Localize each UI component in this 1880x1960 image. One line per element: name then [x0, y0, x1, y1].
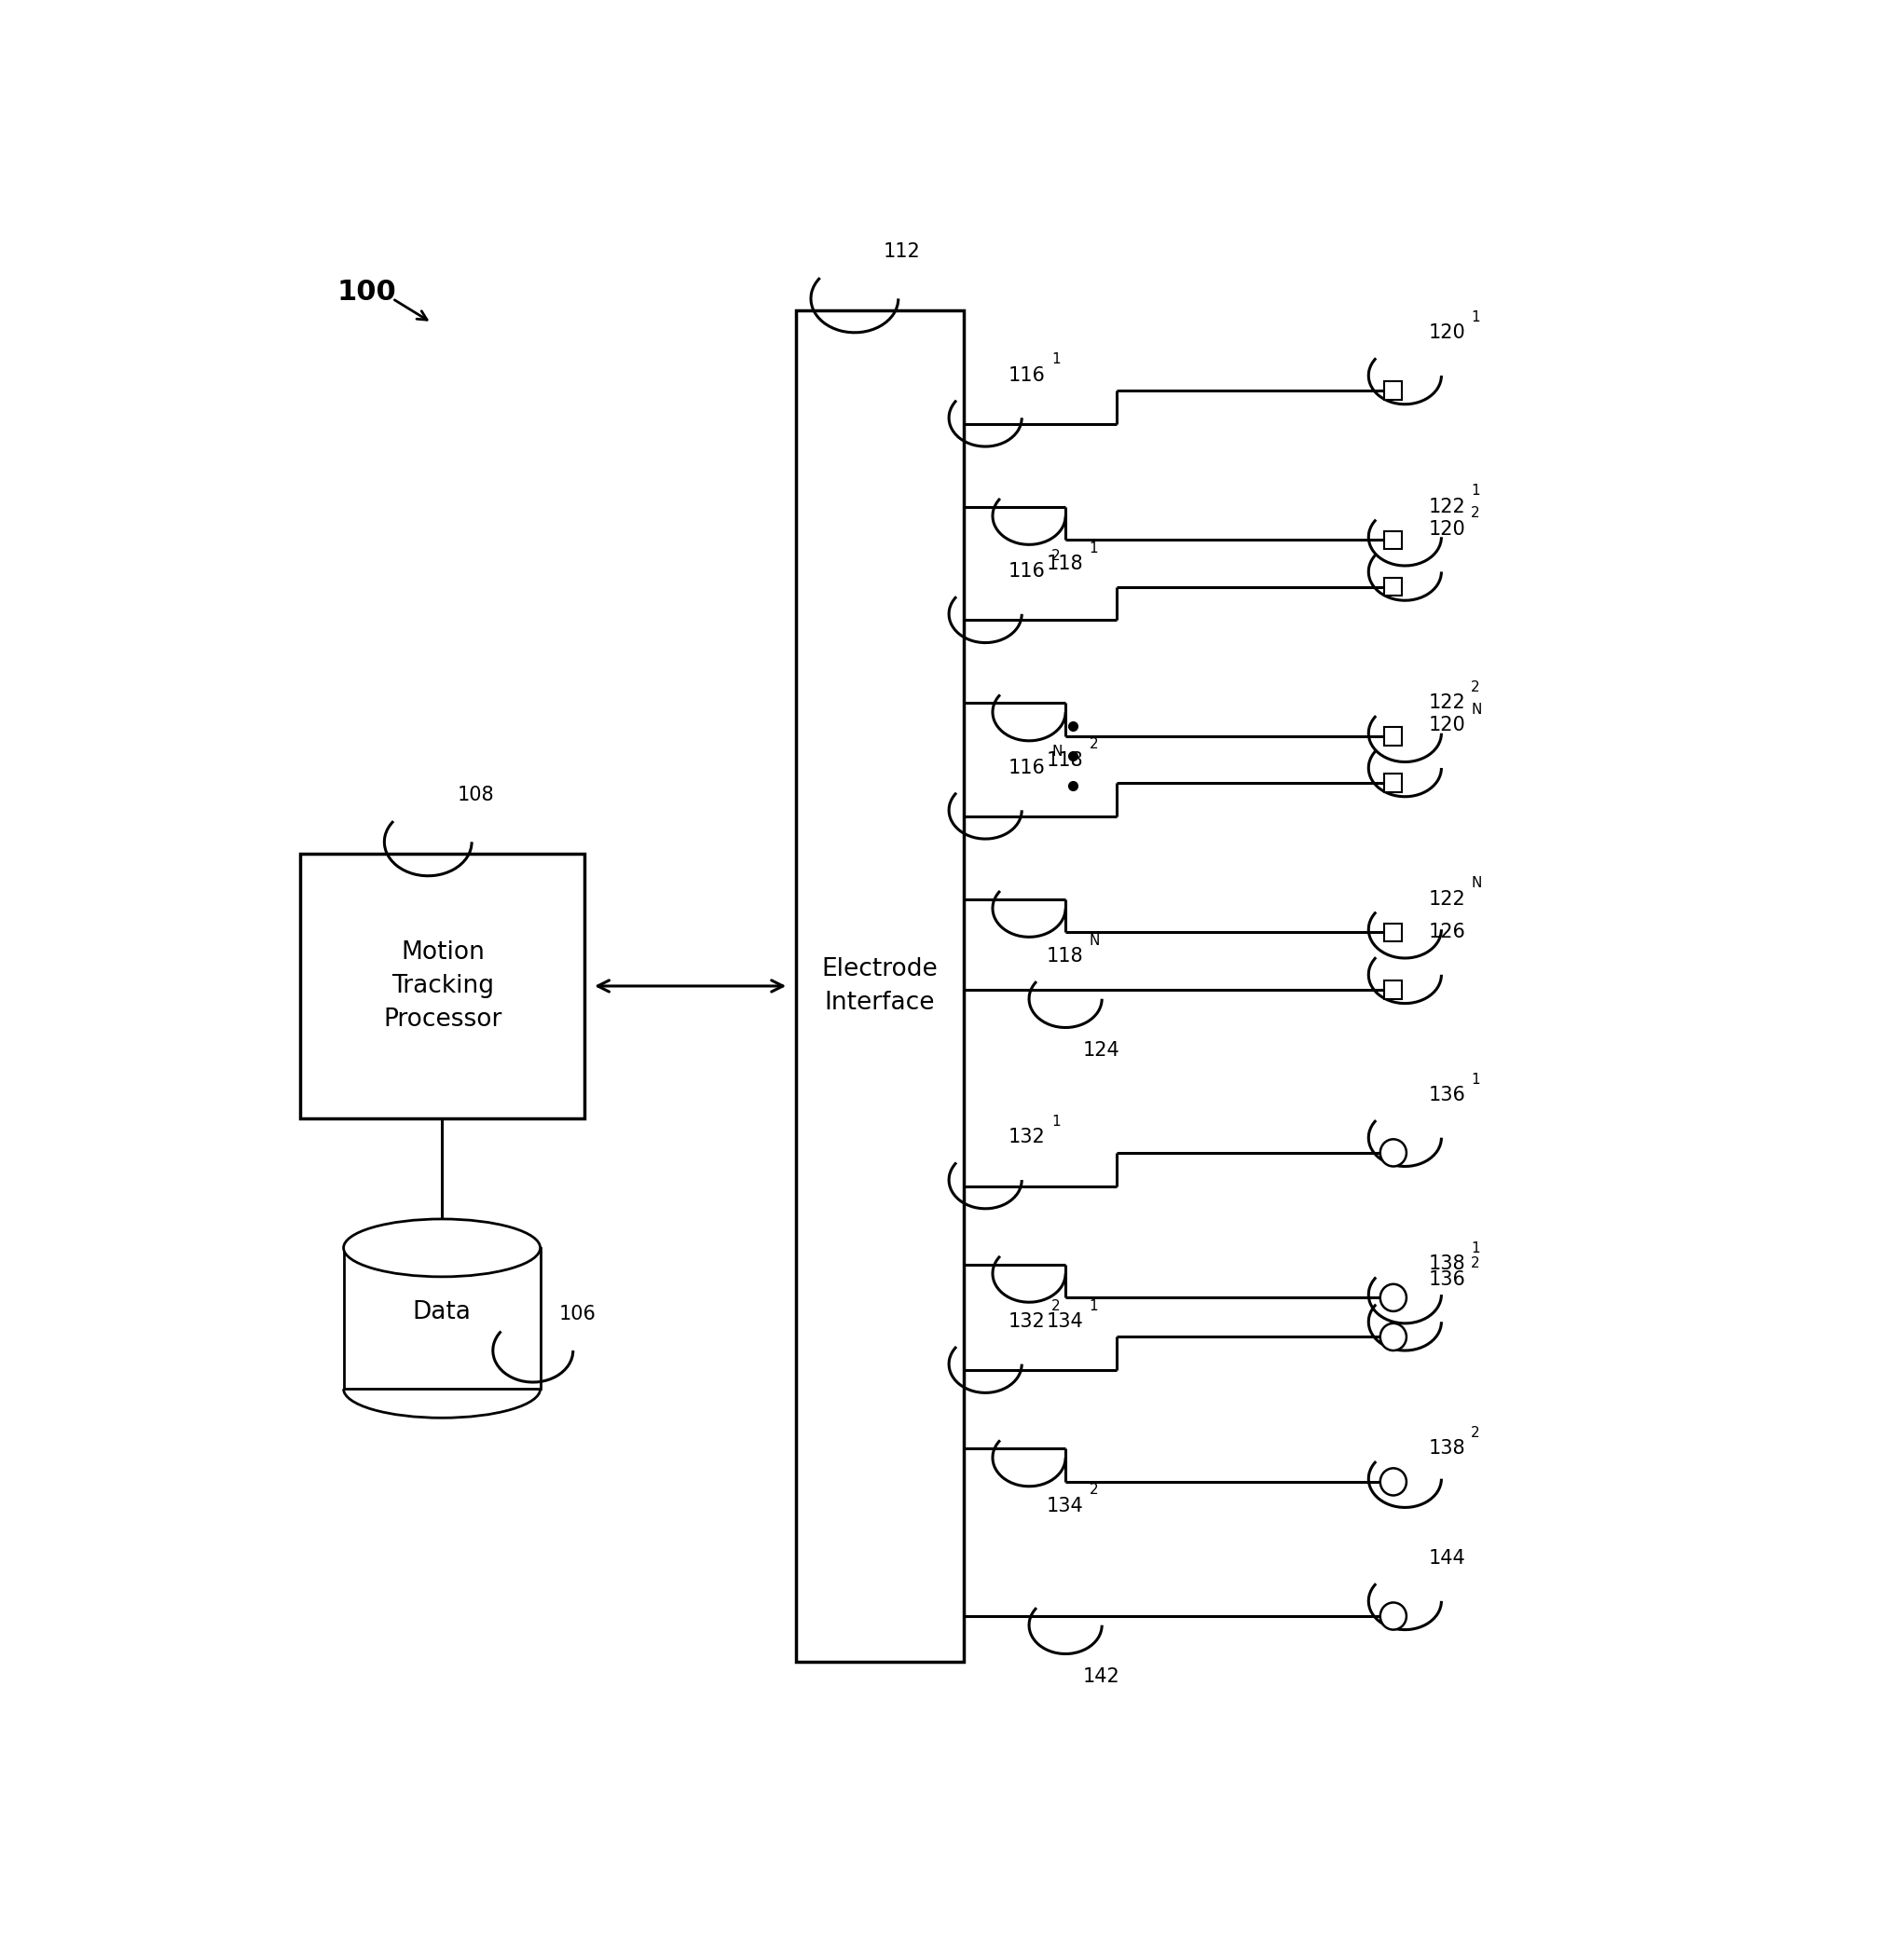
Text: 116: 116 [1010, 759, 1045, 776]
Text: 2: 2 [1089, 737, 1098, 751]
Bar [1384, 980, 1402, 1000]
Text: 100: 100 [337, 278, 397, 306]
Text: 120: 120 [1429, 323, 1465, 343]
Text: 106: 106 [558, 1305, 596, 1323]
Text: 136: 136 [1429, 1086, 1465, 1105]
Text: 2: 2 [1089, 1484, 1098, 1497]
Bar [1384, 578, 1402, 596]
Ellipse shape [344, 1219, 540, 1276]
Text: 122: 122 [1429, 498, 1465, 515]
Text: 144: 144 [1429, 1548, 1465, 1568]
Text: 2: 2 [1472, 680, 1480, 694]
Text: 134: 134 [1047, 1313, 1083, 1331]
Text: 138: 138 [1429, 1439, 1465, 1458]
Text: Electrode
Interface: Electrode Interface [822, 956, 938, 1015]
Text: Motion
Tracking
Processor: Motion Tracking Processor [384, 941, 502, 1031]
Text: 120: 120 [1429, 715, 1465, 735]
Bar [1384, 774, 1402, 792]
Bar [301, 855, 585, 1117]
Text: 132: 132 [1010, 1129, 1045, 1147]
Circle shape [1380, 1139, 1406, 1166]
Text: 2: 2 [1472, 1425, 1480, 1439]
Bar [1384, 923, 1402, 941]
Text: N: N [1089, 933, 1100, 947]
Text: 1: 1 [1472, 1241, 1480, 1256]
Text: 118: 118 [1047, 555, 1083, 572]
Text: 142: 142 [1083, 1666, 1120, 1686]
Circle shape [1380, 1284, 1406, 1311]
Circle shape [1380, 1323, 1406, 1350]
Text: N: N [1051, 745, 1062, 759]
Text: 134: 134 [1047, 1495, 1083, 1515]
Bar [1384, 382, 1402, 400]
Text: N: N [1472, 876, 1481, 890]
Text: 1: 1 [1089, 1299, 1098, 1313]
Text: 118: 118 [1047, 947, 1083, 966]
Text: 2: 2 [1472, 506, 1480, 521]
Text: 1: 1 [1472, 484, 1480, 498]
Text: 122: 122 [1429, 890, 1465, 907]
Text: 108: 108 [457, 786, 494, 804]
Bar [795, 310, 963, 1662]
Text: 116: 116 [1010, 563, 1045, 580]
Bar [344, 1249, 540, 1390]
Text: 1: 1 [1472, 1072, 1480, 1086]
Text: 112: 112 [884, 243, 921, 261]
Text: 2: 2 [1472, 1256, 1480, 1270]
Circle shape [1380, 1468, 1406, 1495]
Bar [1384, 727, 1402, 745]
Text: 132: 132 [1010, 1313, 1045, 1331]
Text: 136: 136 [1429, 1270, 1465, 1288]
Text: 2: 2 [1051, 1299, 1060, 1313]
Text: 122: 122 [1429, 694, 1465, 711]
Text: 138: 138 [1429, 1254, 1465, 1274]
Text: 126: 126 [1429, 923, 1465, 941]
Text: 1: 1 [1472, 310, 1480, 323]
Text: 2: 2 [1051, 549, 1060, 563]
Text: N: N [1472, 702, 1481, 717]
Text: 1: 1 [1051, 1115, 1060, 1129]
Text: 1: 1 [1051, 353, 1060, 367]
Bar [1384, 531, 1402, 549]
Text: 118: 118 [1047, 751, 1083, 770]
Text: 1: 1 [1089, 541, 1098, 555]
Text: 124: 124 [1083, 1041, 1120, 1058]
Circle shape [1380, 1603, 1406, 1629]
Text: 116: 116 [1010, 367, 1045, 384]
Text: Data: Data [412, 1299, 472, 1325]
Text: 120: 120 [1429, 519, 1465, 539]
